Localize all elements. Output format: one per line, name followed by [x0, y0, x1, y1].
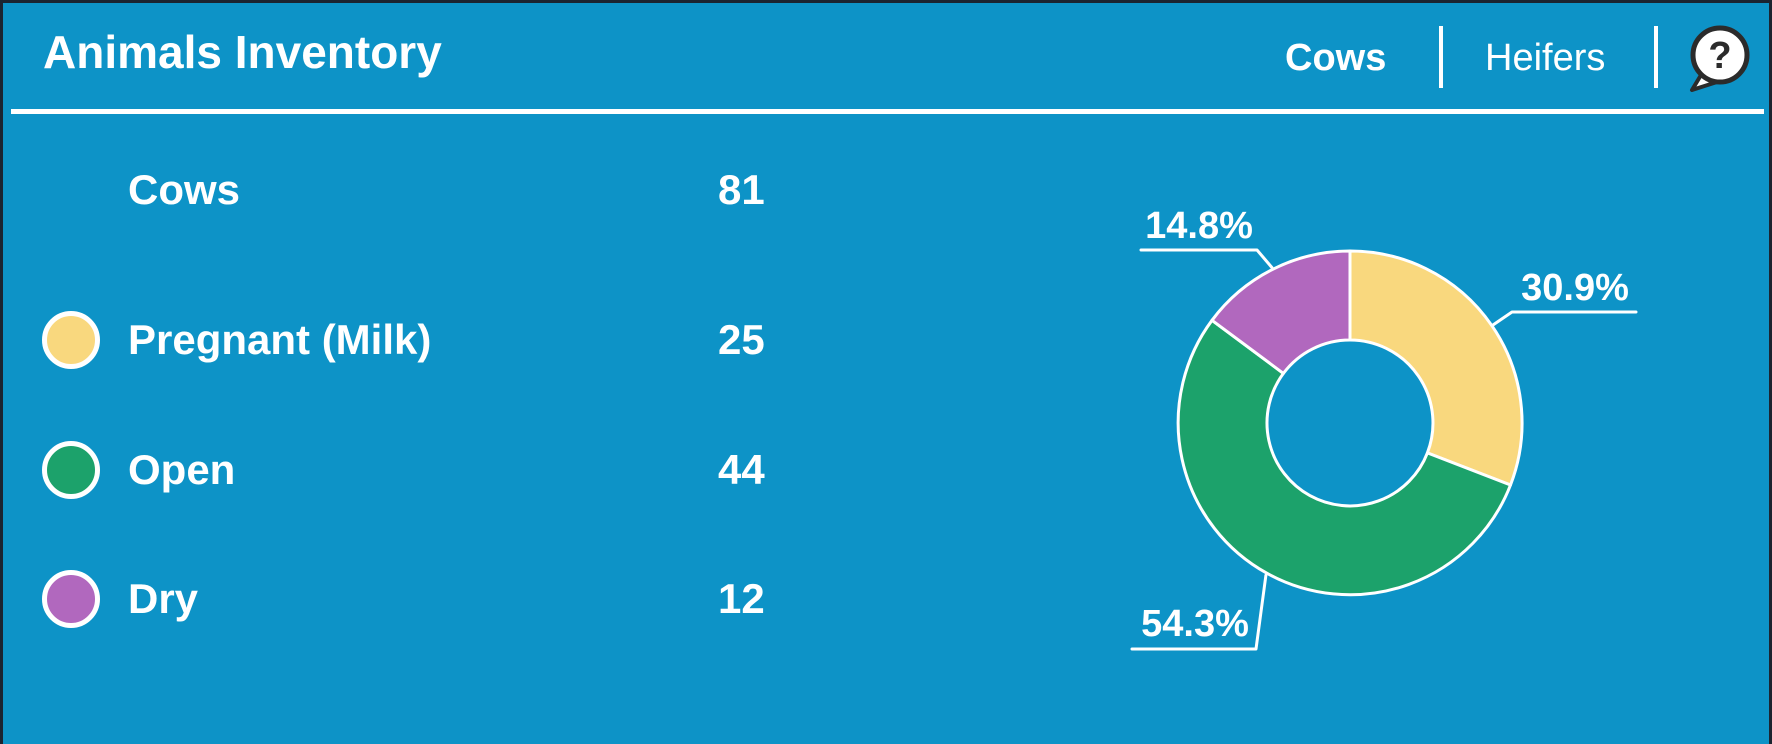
donut-slice-dry[interactable]: [1210, 249, 1352, 375]
legend-dot-pregnant-milk: [42, 311, 100, 369]
tab-divider: [1654, 26, 1658, 88]
slice-percent-label: 54.3%: [1141, 603, 1249, 645]
donut-slice-pregnant-milk[interactable]: [1348, 249, 1524, 487]
header-underline: [11, 109, 1764, 114]
tab-cows[interactable]: Cows: [1285, 37, 1387, 79]
callout-line: [1492, 310, 1638, 327]
legend-row-dry[interactable]: Dry 12: [3, 569, 903, 629]
legend-label: Pregnant (Milk): [128, 316, 432, 363]
page-title: Animals Inventory: [43, 26, 442, 78]
legend-row-open[interactable]: Open 44: [3, 440, 903, 500]
legend-label: Dry: [128, 575, 199, 622]
legend-dot-dry: [42, 570, 100, 628]
slice-percent-label: 30.9%: [1521, 267, 1629, 309]
slice-percent-label: 14.8%: [1145, 205, 1253, 247]
legend-value: 44: [718, 446, 765, 493]
donut-slice-open[interactable]: [1176, 318, 1512, 597]
summary-row-cows: Cows 81: [3, 160, 903, 220]
tab-divider: [1439, 26, 1443, 88]
help-question-bubble-icon[interactable]: ?: [1687, 23, 1753, 93]
legend-dot-open: [42, 441, 100, 499]
callout-line: [1130, 573, 1268, 651]
summary-value: 81: [718, 166, 765, 213]
legend-value: 25: [718, 316, 765, 363]
question-mark-glyph: ?: [1708, 35, 1731, 77]
legend-value: 12: [718, 575, 765, 622]
callout-line: [1139, 248, 1274, 269]
tab-heifers[interactable]: Heifers: [1485, 37, 1606, 79]
legend-row-pregnant-milk[interactable]: Pregnant (Milk) 25: [3, 310, 903, 370]
donut-chart: 30.9% 54.3% 14.8%: [1130, 205, 1638, 651]
legend-label: Open: [128, 446, 236, 493]
summary-label: Cows: [128, 166, 241, 213]
